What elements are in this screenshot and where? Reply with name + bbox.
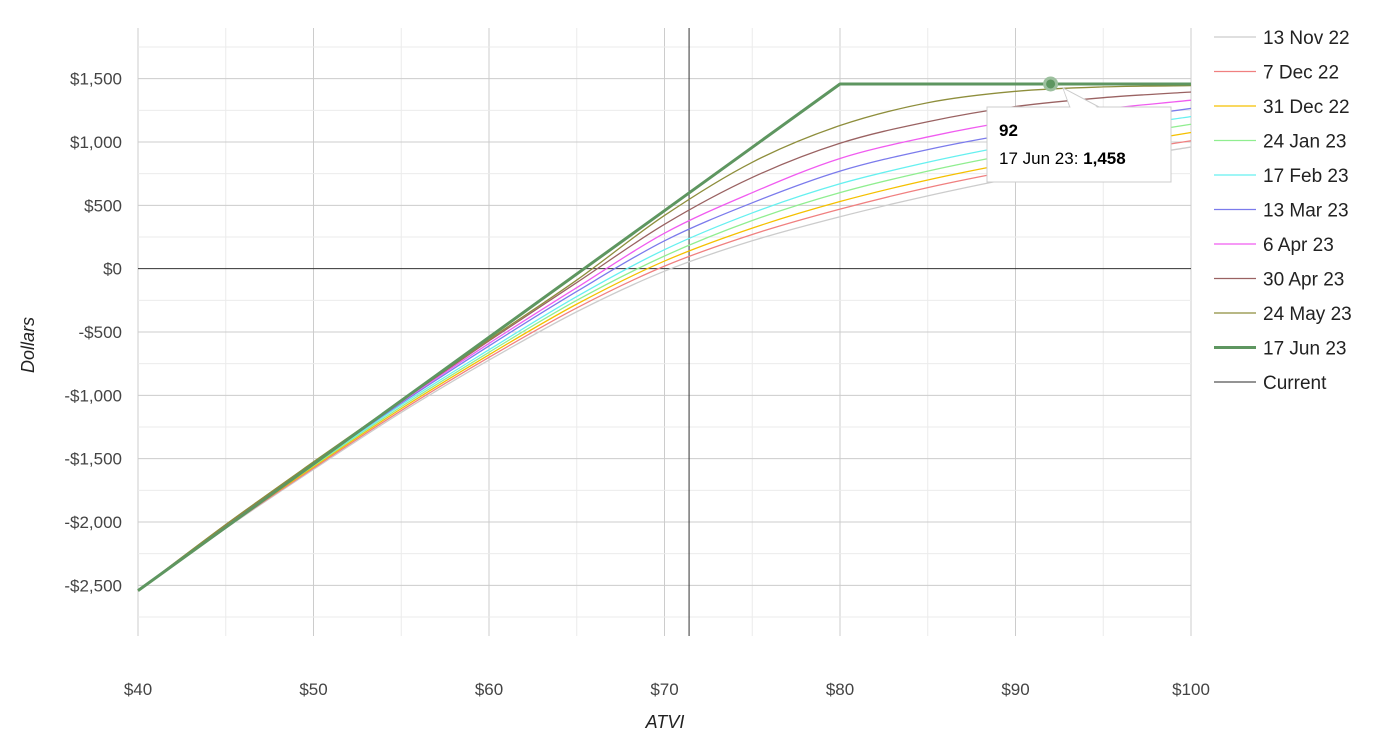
tooltip-x-value: 92 (999, 121, 1018, 140)
legend-item: 13 Nov 22 (1214, 28, 1350, 49)
tooltip-series-name: 17 Jun 23 (999, 149, 1074, 168)
legend-label: 24 May 23 (1263, 304, 1352, 325)
legend-label: 17 Feb 23 (1263, 166, 1349, 187)
legend-item: 6 Apr 23 (1214, 235, 1334, 256)
legend: 13 Nov 22 7 Dec 22 31 Dec 22 24 Jan 23 17 Fe… (1214, 28, 1352, 394)
legend-item: 30 Apr 23 (1214, 270, 1344, 291)
tooltip-value: 1,458 (1083, 149, 1126, 168)
legend-label: 6 Apr 23 (1263, 235, 1334, 256)
legend-item: 31 Dec 22 (1214, 97, 1350, 118)
x-axis-ticks: $40 $50 $60 $70 $80 $90 $100 (124, 680, 1210, 699)
y-tick-label: -$1,500 (64, 450, 122, 469)
y-tick-label: -$1,000 (64, 386, 122, 405)
y-tick-label: $0 (103, 260, 122, 279)
legend-item: 7 Dec 22 (1214, 63, 1339, 84)
x-tick-label: $50 (299, 680, 327, 699)
y-axis-title: Dollars (18, 317, 38, 373)
x-tick-label: $90 (1001, 680, 1029, 699)
y-axis-ticks: $1,500 $1,000 $500 $0 -$500 -$1,000 -$1,500 -$2… (64, 70, 122, 596)
x-tick-label: $80 (826, 680, 854, 699)
y-tick-label: $1,000 (70, 133, 122, 152)
legend-item: 24 May 23 (1214, 304, 1352, 325)
y-tick-label: -$2,500 (64, 576, 122, 595)
legend-item: 17 Feb 23 (1214, 166, 1349, 187)
legend-item: 13 Mar 23 (1214, 201, 1349, 222)
tooltip: 92 17 Jun 23: 1,458 (986, 76, 1172, 183)
y-tick-label: $500 (84, 196, 122, 215)
tooltip-pointer-cover (1064, 89, 1099, 109)
x-tick-label: $40 (124, 680, 152, 699)
legend-item: 24 Jan 23 (1214, 132, 1346, 153)
legend-label: 13 Mar 23 (1263, 201, 1349, 222)
legend-label: 13 Nov 22 (1263, 28, 1350, 49)
legend-label: 31 Dec 22 (1263, 97, 1350, 118)
series-line (137, 82, 1191, 592)
hover-point-marker (1043, 76, 1059, 92)
x-axis-title: ATVI (645, 712, 685, 732)
legend-label: 17 Jun 23 (1263, 339, 1346, 360)
x-tick-label: $70 (650, 680, 678, 699)
y-tick-label: $1,500 (70, 70, 122, 89)
series-line (137, 84, 1192, 592)
legend-label: 30 Apr 23 (1263, 270, 1344, 291)
tooltip-series-line: 17 Jun 23: 1,458 (999, 149, 1126, 168)
x-tick-label: $60 (475, 680, 503, 699)
legend-label: Current (1263, 373, 1327, 394)
tooltip-separator: : (1074, 149, 1083, 168)
x-tick-label: $100 (1172, 680, 1210, 699)
legend-label: 7 Dec 22 (1263, 63, 1339, 84)
legend-item: 17 Jun 23 (1214, 339, 1346, 360)
y-tick-label: -$500 (79, 323, 122, 342)
legend-label: 24 Jan 23 (1263, 132, 1346, 153)
tooltip-box (986, 106, 1172, 183)
y-tick-label: -$2,000 (64, 513, 122, 532)
legend-item: Current (1214, 373, 1327, 394)
